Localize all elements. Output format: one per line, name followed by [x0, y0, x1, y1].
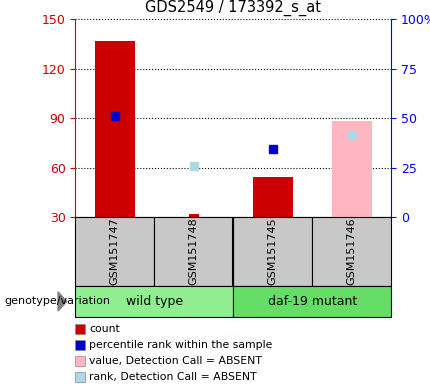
Text: GSM151747: GSM151747	[110, 218, 120, 285]
Text: genotype/variation: genotype/variation	[4, 296, 111, 306]
Bar	[154, 217, 233, 286]
Bar	[189, 214, 199, 217]
Text: daf-19 mutant: daf-19 mutant	[267, 295, 357, 308]
Text: wild type: wild type	[126, 295, 183, 308]
Text: rank, Detection Call = ABSENT: rank, Detection Call = ABSENT	[89, 372, 257, 382]
Text: value, Detection Call = ABSENT: value, Detection Call = ABSENT	[89, 356, 262, 366]
Text: GSM151746: GSM151746	[347, 218, 357, 285]
Bar	[233, 286, 391, 317]
Bar	[312, 217, 391, 286]
Bar	[75, 217, 154, 286]
Bar	[253, 177, 292, 217]
Bar	[75, 286, 233, 317]
Text: GSM151745: GSM151745	[268, 218, 278, 285]
Bar	[332, 121, 372, 217]
Bar	[95, 41, 135, 217]
Text: percentile rank within the sample: percentile rank within the sample	[89, 340, 272, 350]
Bar	[233, 217, 312, 286]
Text: GSM151748: GSM151748	[189, 218, 199, 285]
Text: count: count	[89, 324, 120, 334]
Title: GDS2549 / 173392_s_at: GDS2549 / 173392_s_at	[145, 0, 321, 17]
